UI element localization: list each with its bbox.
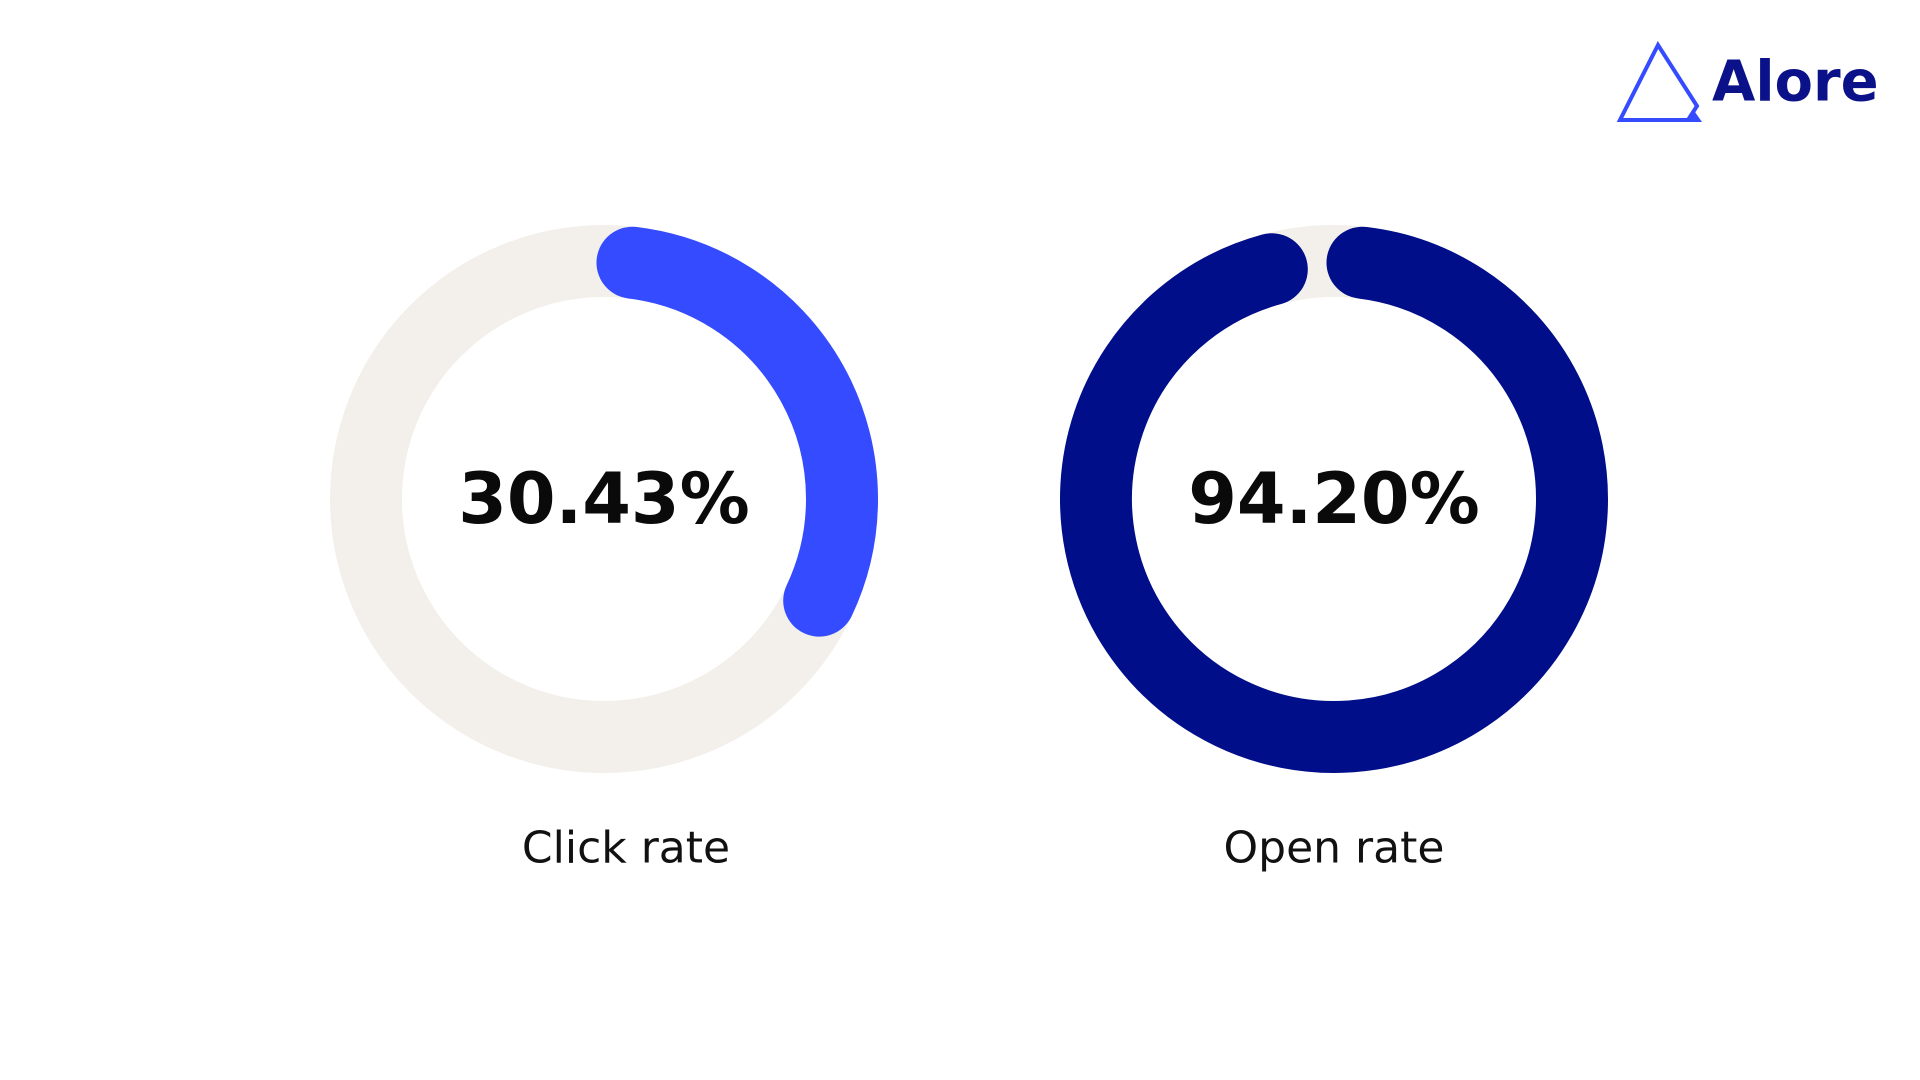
chart-caption: Open rate (1224, 823, 1445, 874)
donut-arc (1060, 226, 1608, 773)
value-label: 94.20% (1188, 458, 1480, 540)
value-label: 30.43% (458, 458, 750, 540)
logo: Alore (1616, 40, 1879, 122)
logo-text: Alore (1712, 50, 1879, 115)
logo-icon-accent (1688, 112, 1702, 122)
logo-icon (1616, 40, 1700, 122)
chart-caption: Click rate (522, 823, 730, 874)
donut-arc (596, 226, 878, 637)
